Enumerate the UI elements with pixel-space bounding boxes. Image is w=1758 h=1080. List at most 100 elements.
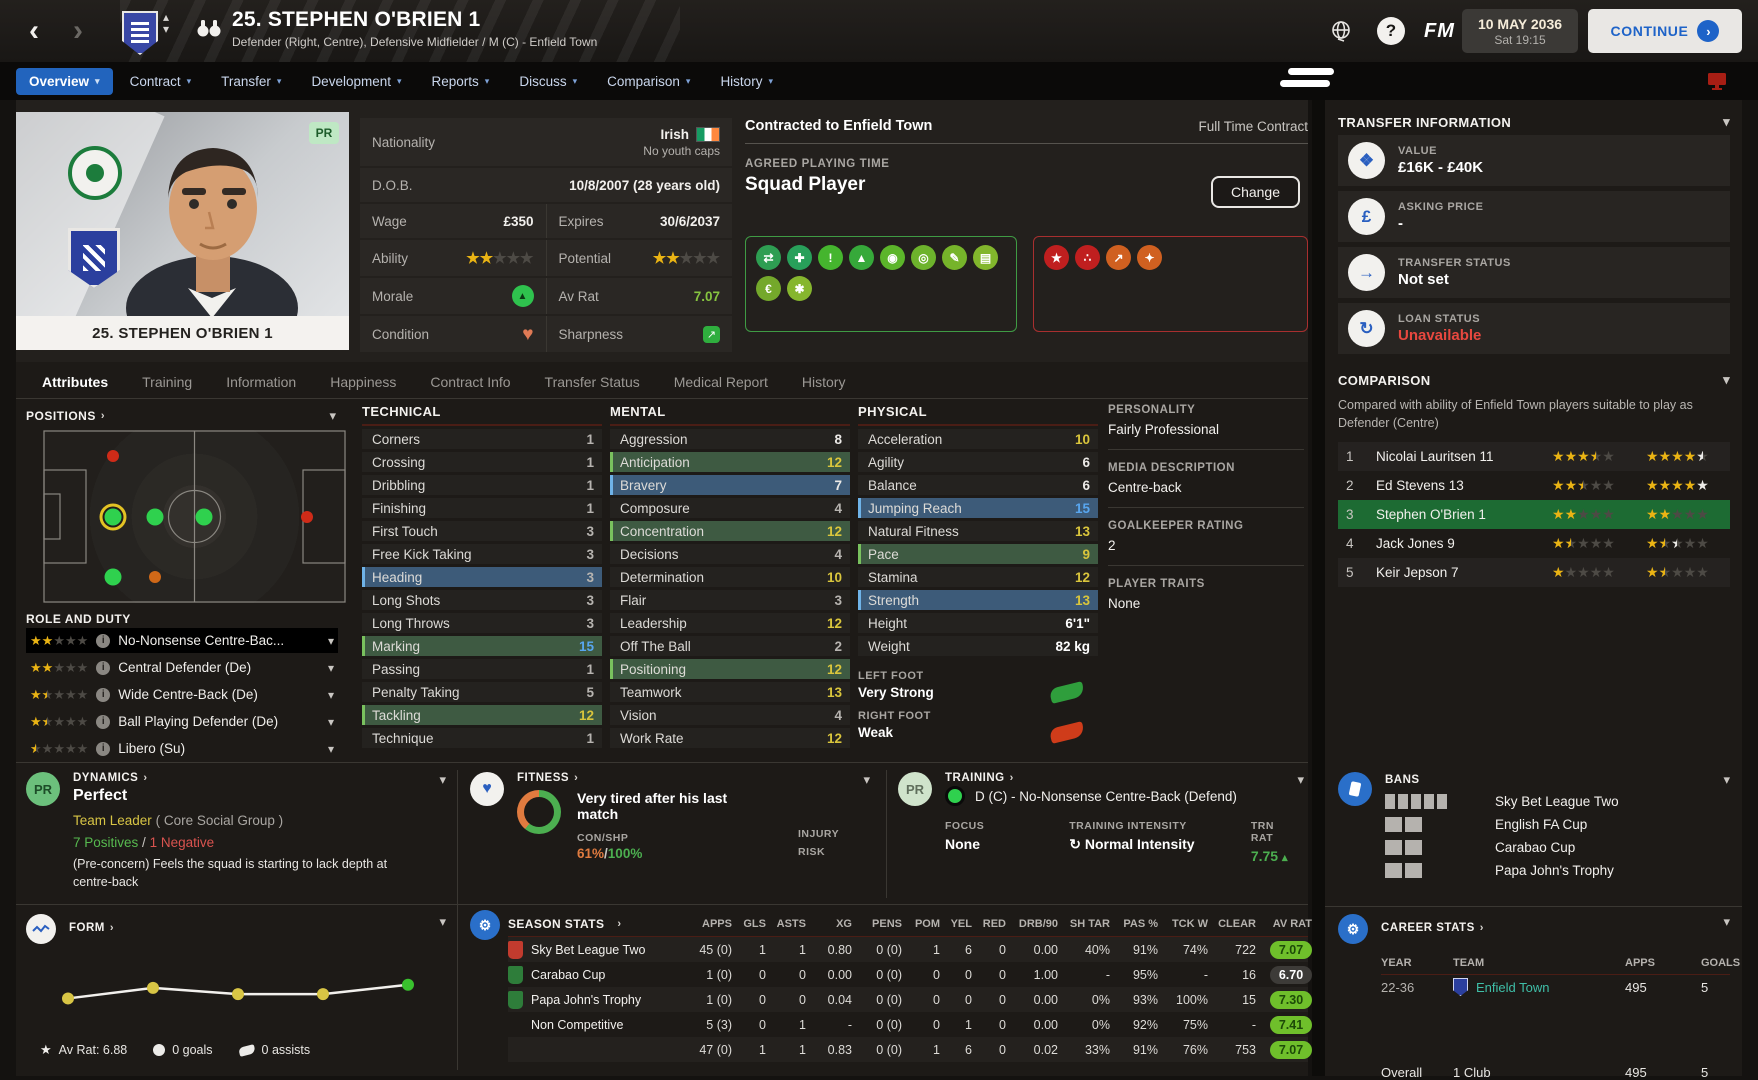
date-text: 10 MAY 2036 bbox=[1477, 15, 1563, 32]
chevron-down-icon[interactable]: ▾ bbox=[327, 741, 334, 756]
collapse-chevron-icon[interactable]: ▾ bbox=[1723, 372, 1730, 387]
subtab-transfer-status[interactable]: Transfer Status bbox=[544, 374, 640, 390]
subtab-history[interactable]: History bbox=[801, 374, 846, 390]
tab-comparison[interactable]: Comparison ▾ bbox=[594, 68, 703, 95]
role-row[interactable]: ★★★★★★ i Wide Centre-Back (De) ▾ bbox=[26, 682, 338, 707]
social-group-text: ( Core Social Group ) bbox=[155, 813, 284, 828]
training-role-text: D (C) - No-Nonsense Centre-Back (Defend) bbox=[975, 788, 1237, 804]
tab-development[interactable]: Development ▾ bbox=[298, 68, 414, 95]
career-link-arrow[interactable]: › bbox=[1479, 922, 1484, 934]
collapse-chevron-icon[interactable]: ▾ bbox=[1723, 772, 1730, 787]
player-traits-label: PLAYER TRAITS bbox=[1108, 578, 1205, 590]
subtab-information[interactable]: Information bbox=[226, 374, 297, 390]
attribute-value: 1 bbox=[586, 477, 594, 493]
menu-icon[interactable] bbox=[1280, 68, 1334, 87]
attribute-value: 13 bbox=[1074, 592, 1090, 608]
attributes-collapse-icon[interactable]: ▾ bbox=[329, 408, 336, 423]
career-team-link[interactable]: Enfield Town bbox=[1453, 978, 1625, 996]
avrat-label: Av Rat bbox=[558, 288, 599, 304]
info-icon[interactable]: i bbox=[96, 633, 111, 648]
stat-cell: 1 bbox=[759, 942, 766, 957]
attribute-group-title: MENTAL bbox=[610, 404, 850, 426]
collapse-chevron-icon[interactable]: ▾ bbox=[1723, 914, 1730, 929]
form-point[interactable] bbox=[147, 981, 159, 994]
money-bag-icon: £ bbox=[1348, 198, 1385, 235]
player-cycle-icon[interactable]: ▴ ▾ bbox=[163, 10, 170, 36]
training-link-arrow[interactable]: › bbox=[1009, 772, 1014, 784]
ban-block bbox=[1398, 794, 1408, 809]
chevron-down-icon[interactable]: ▾ bbox=[327, 633, 334, 648]
attribute-value: 10 bbox=[826, 569, 842, 585]
positives-count[interactable]: 7 Positives bbox=[73, 835, 139, 850]
chevron-down-icon[interactable]: ▾ bbox=[327, 714, 334, 729]
negatives-count[interactable]: 1 Negative bbox=[149, 835, 215, 850]
monitor-icon[interactable] bbox=[1706, 71, 1728, 96]
subtab-medical-report[interactable]: Medical Report bbox=[673, 374, 768, 390]
comparison-row[interactable]: 3 Stephen O'Brien 1 ★ ★ ★ ★ ★ ★ ★ ★ ★ ★ bbox=[1338, 500, 1730, 530]
role-row[interactable]: ★ ★ ★ ★ ★ i No-Nonsense Centre-Bac... ▾ bbox=[26, 628, 338, 653]
comparison-row[interactable]: 1 Nicolai Lauritsen 11 ★★★★★★ ★★★★★★ bbox=[1338, 442, 1730, 472]
form-point[interactable] bbox=[317, 988, 329, 1001]
tab-transfer[interactable]: Transfer ▾ bbox=[208, 68, 294, 95]
comparison-row[interactable]: 2Ed Stevens 13★★★★★★★★★★★ bbox=[1338, 471, 1730, 500]
role-label: Libero (Su) bbox=[118, 741, 186, 756]
role-row[interactable]: ★★★★★★ i Libero (Su) ▾ bbox=[26, 736, 338, 761]
role-row[interactable]: ★★★★★★ i Ball Playing Defender (De) ▾ bbox=[26, 709, 338, 734]
change-button[interactable]: Change bbox=[1210, 176, 1300, 208]
tab-discuss[interactable]: Discuss ▾ bbox=[506, 68, 590, 95]
info-icon[interactable]: i bbox=[96, 660, 111, 675]
collapse-chevron-icon[interactable]: ▾ bbox=[439, 914, 446, 929]
help-icon[interactable]: ? bbox=[1375, 15, 1407, 47]
comparison-ability-stars: ★ ★ ★ ★ ★ bbox=[1552, 565, 1646, 580]
club-crest-icon[interactable] bbox=[122, 11, 158, 55]
collapse-chevron-icon[interactable]: ▾ bbox=[863, 772, 870, 787]
squad-status-value: Squad Player bbox=[745, 174, 866, 195]
chevron-down-icon[interactable]: ▾ bbox=[327, 687, 334, 702]
form-point[interactable] bbox=[232, 988, 244, 1001]
form-link-arrow[interactable]: › bbox=[109, 922, 115, 934]
trend-up-icon: ▴ bbox=[1281, 852, 1288, 864]
training-intensity-value[interactable]: ↻ Normal Intensity bbox=[1069, 836, 1195, 852]
form-point[interactable] bbox=[62, 992, 74, 1005]
role-row[interactable]: ★ ★ ★ ★ ★ i Central Defender (De) ▾ bbox=[26, 655, 338, 680]
subtab-happiness[interactable]: Happiness bbox=[330, 374, 397, 390]
tab-history[interactable]: History ▾ bbox=[707, 68, 786, 95]
game-date[interactable]: 10 MAY 2036 Sat 19:15 bbox=[1462, 9, 1578, 53]
info-icon[interactable]: i bbox=[96, 741, 111, 756]
continue-button[interactable]: CONTINUE › bbox=[1588, 9, 1742, 53]
attribute-value: 1 bbox=[586, 730, 594, 746]
info-icon[interactable]: i bbox=[96, 687, 111, 702]
positions-link-arrow[interactable]: › bbox=[100, 410, 105, 422]
back-icon[interactable]: ‹ bbox=[29, 14, 39, 47]
stat-cell: 0 bbox=[933, 1017, 940, 1032]
tab-label: Transfer bbox=[221, 73, 271, 89]
avrat-cell: 7.07 bbox=[1256, 1040, 1312, 1059]
subtab-training[interactable]: Training bbox=[142, 374, 193, 390]
chevron-down-icon[interactable]: ▾ bbox=[327, 660, 334, 675]
career-goals: 5 bbox=[1701, 979, 1709, 995]
world-icon[interactable] bbox=[1325, 15, 1357, 47]
scout-binoculars-icon[interactable] bbox=[196, 18, 222, 43]
tab-overview[interactable]: Overview ▾ bbox=[16, 67, 113, 95]
tab-reports[interactable]: Reports ▾ bbox=[419, 68, 503, 95]
ability-stars: ★ ★ ★ ★ ★ bbox=[466, 250, 533, 267]
collapse-chevron-icon[interactable]: ▾ bbox=[1723, 114, 1730, 129]
tab-contract[interactable]: Contract ▾ bbox=[117, 68, 205, 95]
collapse-chevron-icon[interactable]: ▾ bbox=[1297, 772, 1304, 787]
star-rating: ★ ★ ★ ★ ★ bbox=[652, 249, 720, 267]
fitness-link-arrow[interactable]: › bbox=[574, 772, 579, 784]
left-foot-label: LEFT FOOT bbox=[858, 670, 924, 682]
subtab-attributes[interactable]: Attributes bbox=[42, 374, 109, 390]
dynamics-link-arrow[interactable]: › bbox=[143, 772, 148, 784]
forward-icon[interactable]: › bbox=[73, 14, 83, 47]
subtab-contract-info[interactable]: Contract Info bbox=[430, 374, 511, 390]
attribute-row: Composure 4 bbox=[610, 498, 850, 518]
season-stats-link-arrow[interactable]: › bbox=[617, 918, 622, 930]
info-icon[interactable]: i bbox=[96, 714, 111, 729]
form-point[interactable] bbox=[402, 978, 414, 991]
collapse-chevron-icon[interactable]: ▾ bbox=[439, 772, 446, 787]
attribute-row: Penalty Taking 5 bbox=[362, 682, 602, 702]
wage-value: £350 bbox=[503, 213, 534, 229]
